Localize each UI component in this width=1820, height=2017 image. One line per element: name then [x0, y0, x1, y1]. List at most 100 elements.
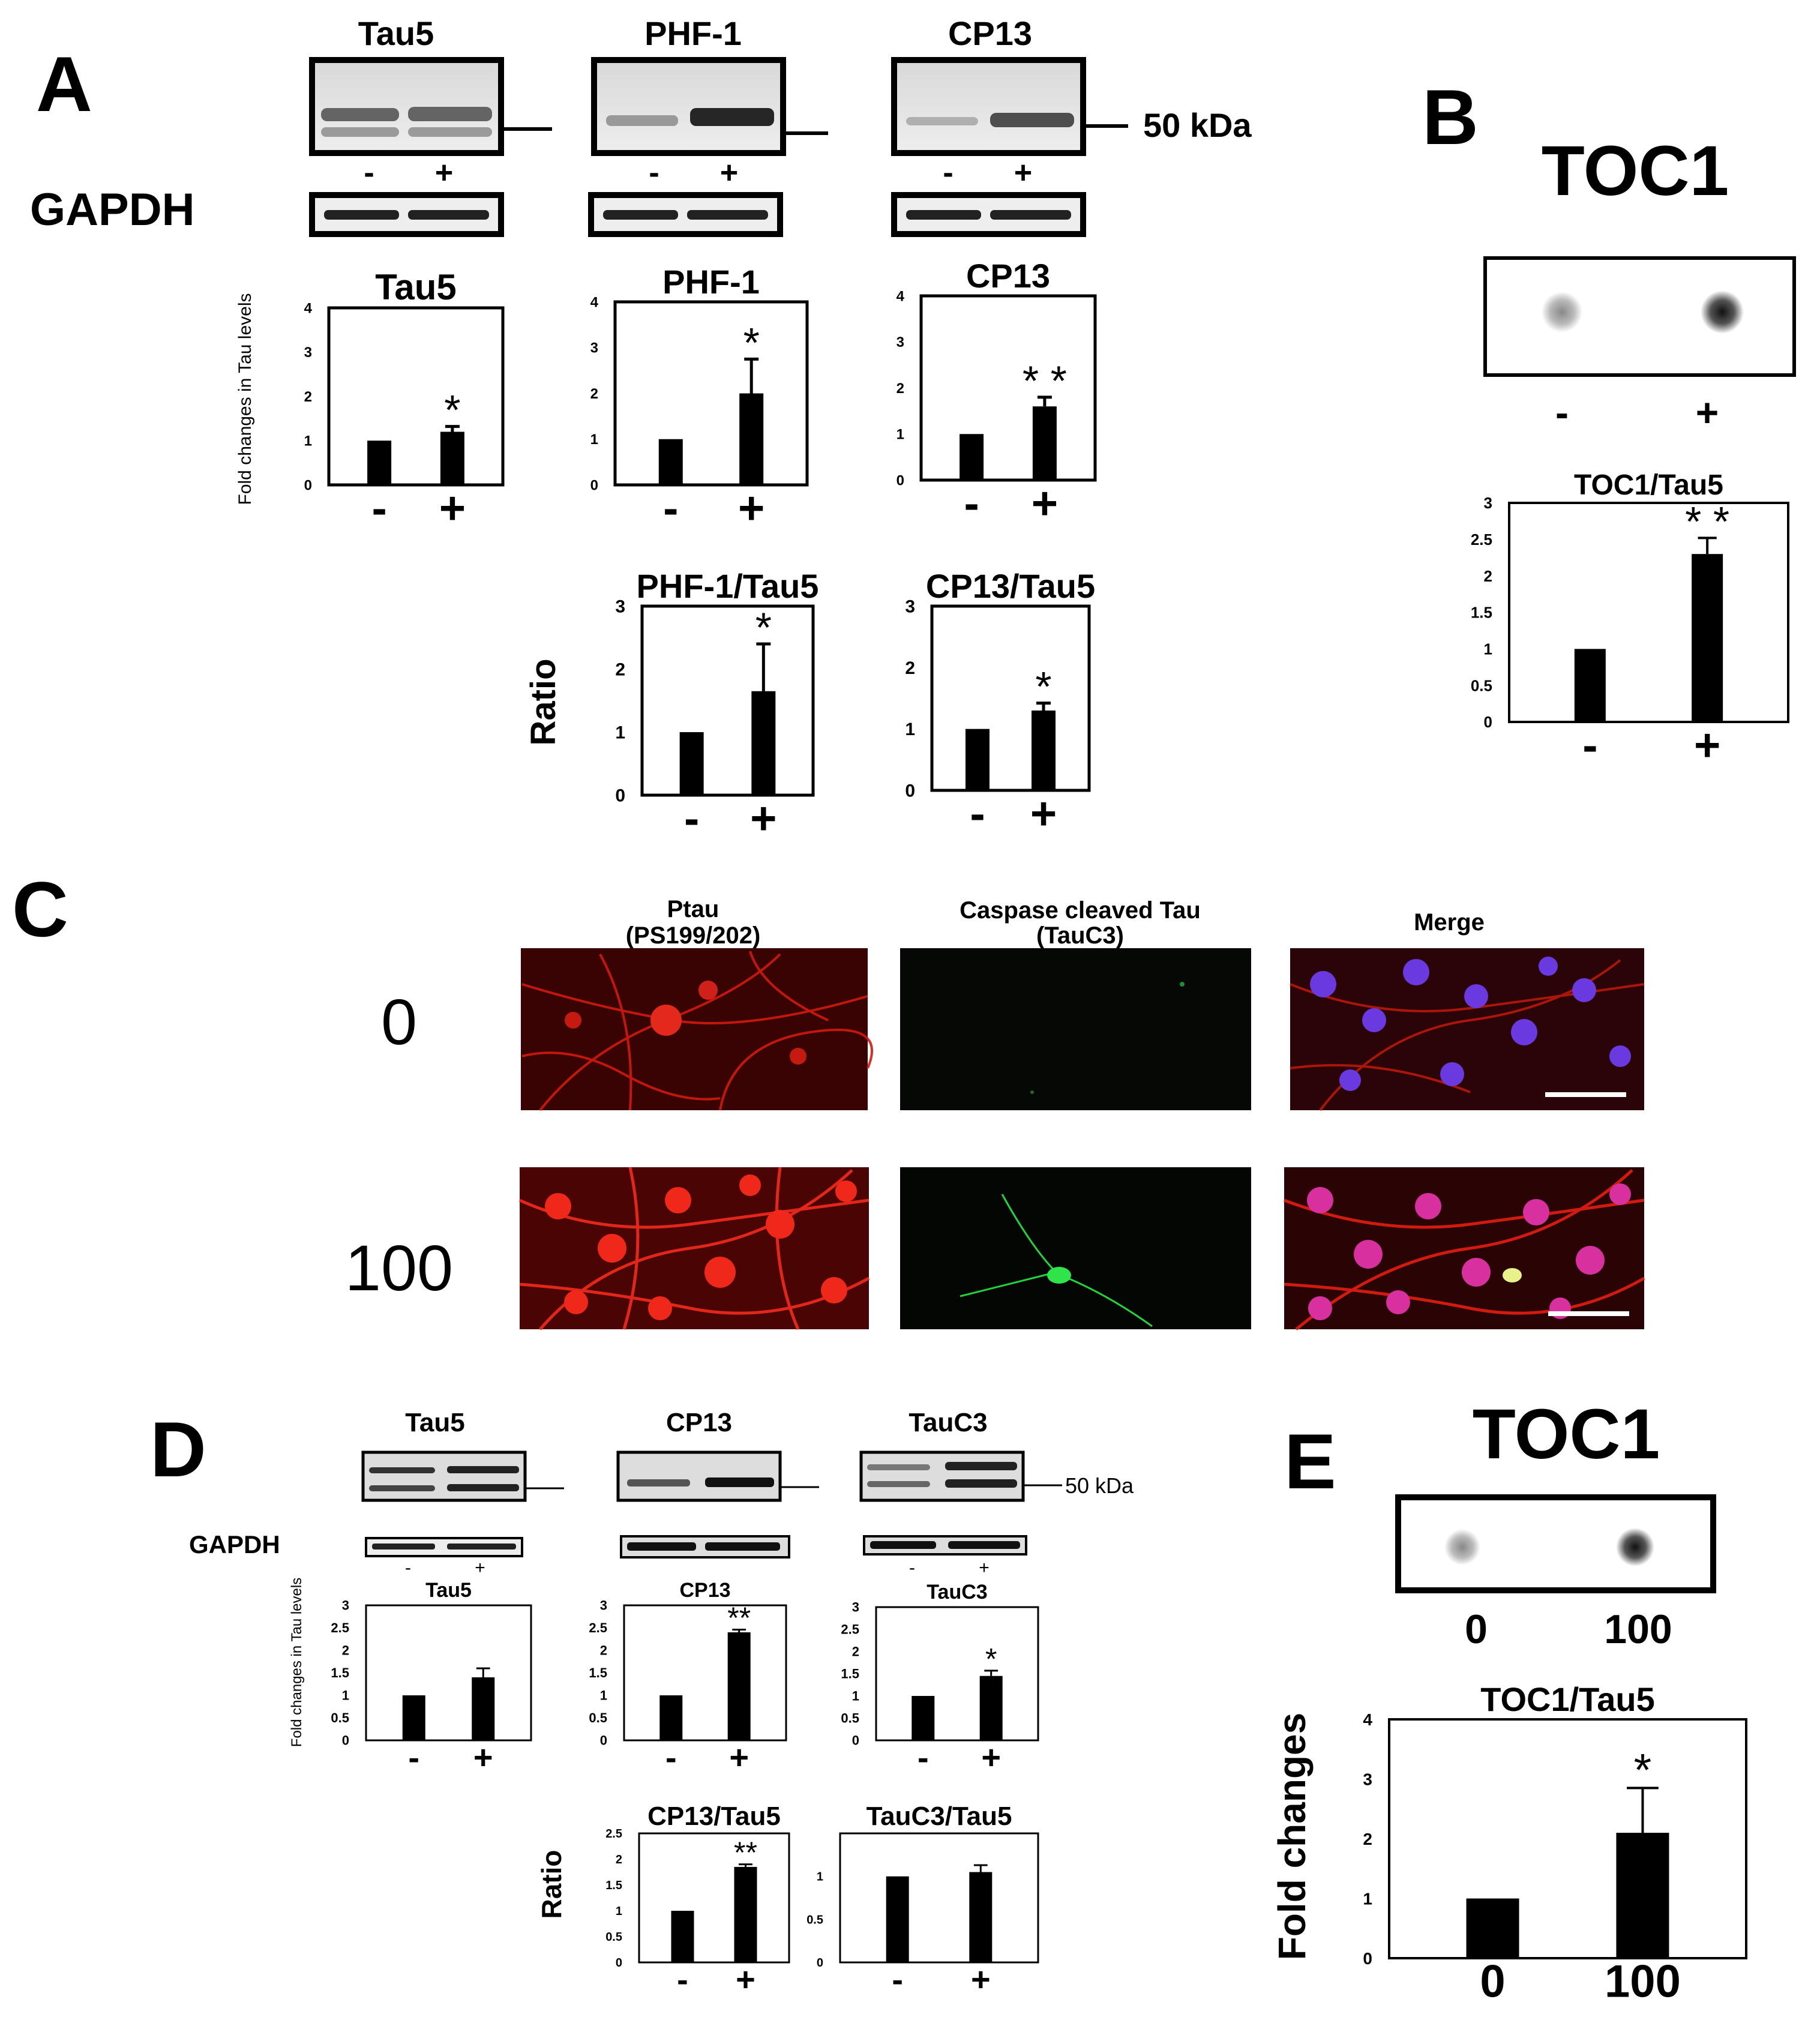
plot-frame	[365, 1604, 532, 1742]
bar	[960, 434, 984, 480]
marker-label: 50 kDa	[1065, 1473, 1134, 1498]
y-tick-label: 2	[896, 380, 904, 397]
blot-title: CP13	[948, 14, 1032, 52]
y-axis-title: Ratio	[524, 659, 563, 746]
x-category-label: -	[1582, 720, 1597, 771]
x-category-label: +	[1032, 478, 1058, 529]
chart-d-cp13tau5: CP13/Tau5 0 0.5 1 1.5 2 2.5 - + **	[605, 1802, 790, 1998]
bar	[472, 1677, 495, 1740]
y-tick-label: 1.5	[589, 1665, 607, 1680]
plot-frame	[919, 294, 1097, 482]
loading-label: GAPDH	[189, 1530, 280, 1559]
y-tick-label: 2.5	[841, 1622, 859, 1637]
panel-label-C: C	[12, 865, 68, 953]
chart-a-tau5: Tau5 0 1 2 3 4 - + *	[304, 267, 505, 534]
x-category-label: -	[684, 793, 699, 844]
y-tick-label: 1	[615, 723, 625, 743]
row-label: 100	[345, 1231, 453, 1304]
y-tick-label: 3	[896, 334, 904, 350]
chart-title: CP13	[966, 257, 1050, 295]
y-tick-label: 4	[590, 294, 599, 310]
y-tick-label: 1.5	[841, 1667, 859, 1682]
chart-title: TOC1/Tau5	[1574, 469, 1723, 501]
micrograph-tauc3-100	[900, 1167, 1251, 1329]
y-tick-label: 2	[342, 1643, 349, 1658]
y-tick-label: 0	[817, 1956, 823, 1970]
y-tick-label: 0	[1363, 1949, 1372, 1968]
blot-title: TauC3	[908, 1408, 987, 1437]
blot-image	[891, 57, 1128, 156]
y-tick-label: 1.5	[605, 1879, 622, 1892]
y-tick-label: 4	[1363, 1710, 1372, 1729]
y-tick-label: 2	[905, 658, 915, 678]
blot-image	[361, 1450, 564, 1502]
lane-label: 0	[1465, 1607, 1488, 1652]
y-tick-label: 2	[590, 386, 598, 402]
y-tick-label: 0	[905, 781, 915, 801]
x-category-label: -	[677, 1961, 688, 1998]
bar	[679, 732, 704, 795]
y-tick-label: 3	[590, 340, 598, 356]
x-category-label: -	[663, 483, 678, 534]
significance-marker: **	[727, 1601, 751, 1635]
column-title: (TauC3)	[1036, 922, 1124, 949]
blot-image	[309, 57, 552, 156]
y-tick-label: 3	[1484, 494, 1492, 512]
chart-title: TauC3	[927, 1581, 987, 1604]
panel-label-B: B	[1422, 73, 1479, 161]
chart-title: CP13	[679, 1579, 730, 1602]
chart-title: CP13/Tau5	[926, 567, 1095, 605]
x-category-label: -	[970, 789, 985, 840]
panel-label-E: E	[1284, 1417, 1336, 1505]
y-tick-label: 1	[590, 431, 598, 448]
column-title: Merge	[1414, 909, 1485, 936]
y-tick-label: 3	[600, 1598, 607, 1613]
marker-label: 50 kDa	[1143, 106, 1252, 144]
y-tick-label: 3	[615, 597, 625, 617]
y-axis-title: Ratio	[536, 1850, 567, 1919]
y-tick-label: 1.5	[331, 1665, 349, 1680]
bar	[886, 1876, 909, 1962]
y-tick-label: 2	[1484, 567, 1492, 585]
toc1-dot-blot-e	[1395, 1494, 1716, 1593]
lane-label: -	[943, 155, 953, 190]
blot-title: Tau5	[405, 1408, 464, 1437]
y-tick-label: 0	[852, 1733, 859, 1748]
lane-label: -	[1555, 390, 1569, 434]
lane-label: +	[475, 1558, 485, 1578]
gapdh-blot	[891, 192, 1086, 237]
micrograph-ptau-0	[521, 948, 874, 1111]
x-category-label: -	[964, 478, 979, 529]
significance-marker: *	[985, 1642, 997, 1676]
blot-image	[859, 1450, 1062, 1502]
chart-a-phf1: PHF-1 0 1 2 3 4 - + *	[590, 263, 809, 534]
plot-frame	[638, 1832, 790, 1964]
bar	[1692, 554, 1723, 722]
lane-label: -	[909, 1558, 915, 1578]
significance-marker: *	[743, 319, 760, 366]
bar	[1616, 1833, 1669, 1958]
column-title: Ptau	[667, 896, 719, 922]
y-tick-label: 1.5	[1471, 604, 1492, 622]
y-tick-label: 3	[1363, 1770, 1372, 1788]
micrograph-merge-100	[1284, 1167, 1645, 1330]
y-tick-label: 2.5	[331, 1620, 349, 1635]
significance-marker: **	[734, 1836, 757, 1869]
y-tick-label: 0	[615, 786, 625, 806]
y-tick-label: 0	[590, 477, 598, 493]
chart-d-cp13: CP13 0 0.5 1 1.5 2 2.5 3 - + **	[589, 1579, 787, 1776]
significance-marker: * *	[1685, 498, 1729, 545]
plot-frame	[640, 604, 815, 797]
chart-title: Tau5	[375, 267, 457, 307]
lane-label: +	[979, 1558, 990, 1578]
y-tick-label: 0.5	[841, 1711, 859, 1726]
significance-marker: *	[1035, 663, 1051, 710]
gapdh-blot	[309, 192, 504, 237]
blot-image	[591, 57, 828, 156]
micrograph-tauc3-0	[900, 948, 1251, 1110]
lane-label: -	[649, 155, 659, 190]
panel-c: Ptau (PS199/202) Caspase cleaved Tau (Ta…	[345, 896, 1645, 1330]
x-category-label: +	[738, 483, 764, 534]
chart-d-tauc3: TauC3 0 0.5 1 1.5 2 2.5 3 - + *	[841, 1581, 1039, 1776]
y-tick-label: 2	[600, 1643, 607, 1658]
